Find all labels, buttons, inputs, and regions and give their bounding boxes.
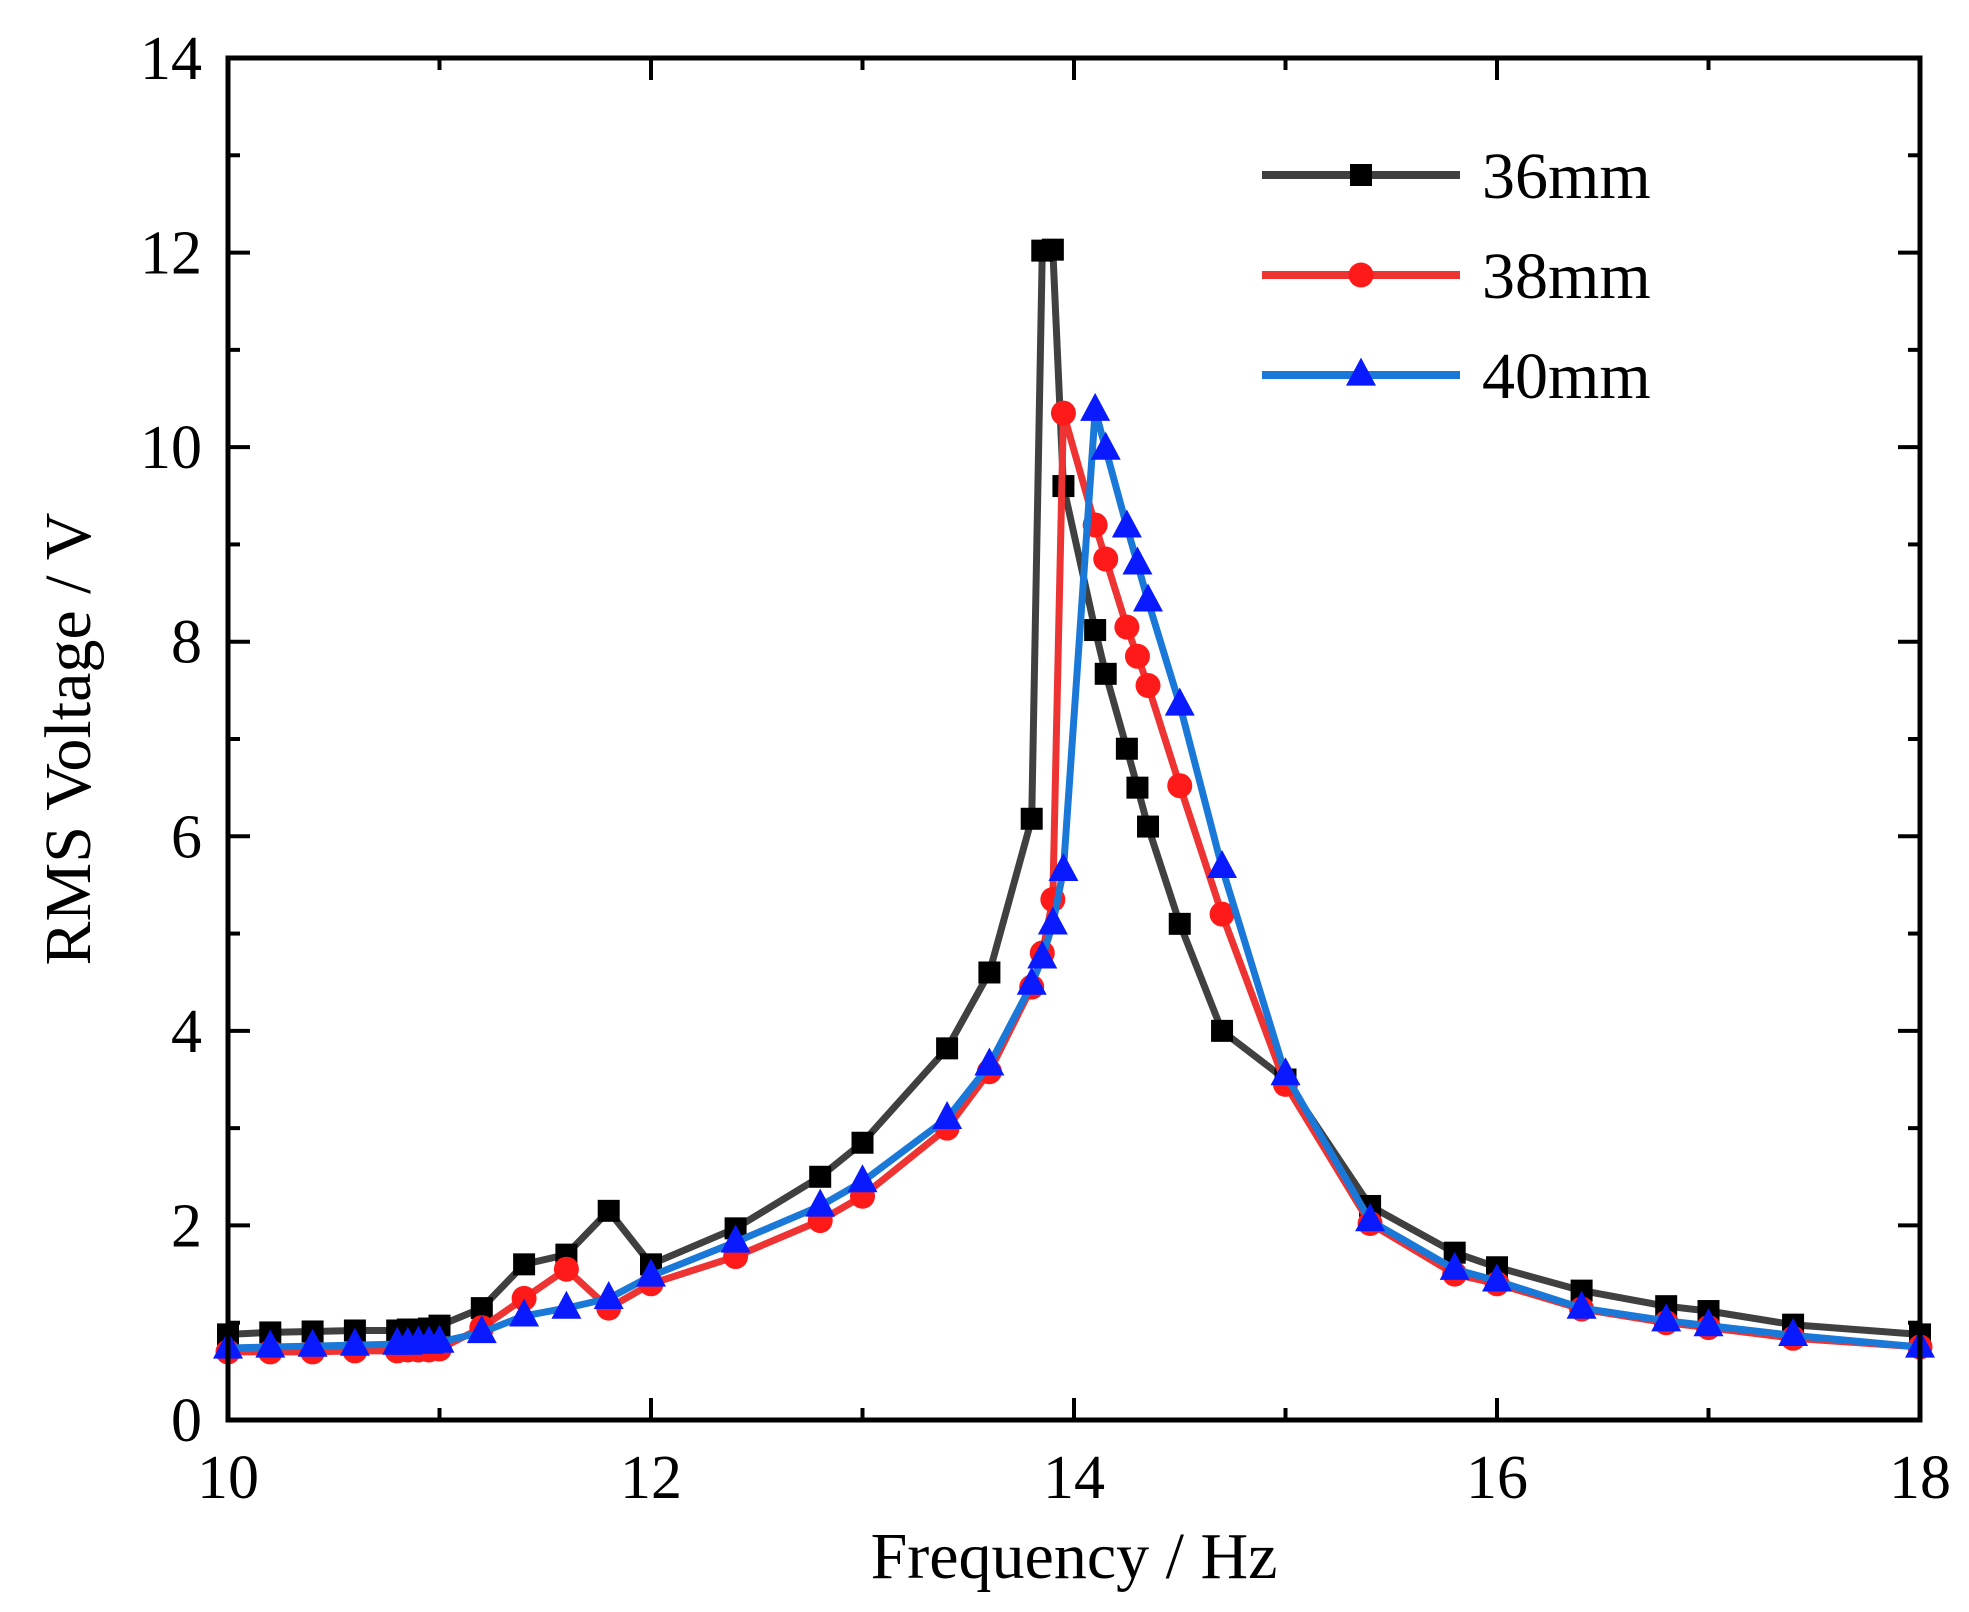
- data-point-40mm: [1270, 1057, 1301, 1086]
- data-point-40mm: [593, 1281, 624, 1310]
- data-point-40mm: [1164, 687, 1195, 716]
- data-point-40mm: [1482, 1263, 1512, 1292]
- data-point-40mm: [1133, 583, 1164, 612]
- data-point-40mm: [1080, 392, 1111, 421]
- data-point-40mm: [297, 1328, 328, 1357]
- legend: 36mm 38mm 40mm: [1262, 140, 1651, 413]
- data-point-40mm: [720, 1224, 751, 1253]
- data-point-40mm: [1122, 546, 1153, 575]
- data-point-40mm: [339, 1327, 370, 1356]
- legend-item-40mm: 40mm: [1262, 340, 1651, 413]
- data-point-36mm: [1126, 776, 1149, 799]
- data-point-36mm: [1115, 737, 1138, 760]
- legend-label: 40mm: [1482, 340, 1651, 413]
- data-point-40mm: [1207, 850, 1238, 879]
- data-point-40mm: [1693, 1308, 1724, 1337]
- data-point-40mm: [1355, 1203, 1386, 1232]
- data-point-38mm: [1135, 672, 1161, 698]
- legend-item-38mm: 38mm: [1262, 240, 1651, 313]
- data-point-38mm: [1124, 643, 1150, 669]
- data-point-36mm: [851, 1131, 874, 1154]
- data-point-38mm: [511, 1285, 537, 1311]
- data-point-40mm: [255, 1329, 286, 1358]
- data-point-36mm: [1168, 912, 1191, 935]
- x-axis-title: Frequency / Hz: [871, 1520, 1278, 1593]
- data-point-40mm: [1566, 1290, 1597, 1319]
- data-point-40mm: [1016, 966, 1047, 995]
- legend-item-36mm: 36mm: [1262, 140, 1651, 213]
- data-point-38mm: [553, 1256, 579, 1282]
- data-point-40mm: [466, 1315, 497, 1344]
- data-point-36mm: [1094, 662, 1117, 685]
- data-point-40mm: [1048, 852, 1079, 881]
- y-tick-label: 10: [140, 414, 202, 482]
- y-axis-title: RMS Voltage / V: [32, 513, 105, 966]
- y-tick-label: 0: [171, 1387, 202, 1455]
- y-tick-label: 12: [140, 220, 202, 288]
- data-point-38mm: [1167, 773, 1193, 799]
- legend-label: 38mm: [1482, 240, 1651, 313]
- data-point-40mm: [974, 1047, 1005, 1076]
- x-tick-label: 10: [197, 1444, 259, 1512]
- data-point-38mm: [1050, 400, 1076, 426]
- y-tick-label: 4: [171, 998, 202, 1066]
- data-point-38mm: [1093, 546, 1119, 572]
- data-point-36mm: [513, 1253, 536, 1276]
- data-point-40mm: [1037, 906, 1068, 935]
- data-point-36mm: [978, 961, 1001, 984]
- series-40mm: [213, 392, 1935, 1359]
- data-point-36mm: [597, 1199, 620, 1222]
- data-point-40mm: [424, 1324, 455, 1353]
- tick-layer: 10 12 14 16 18 0 2 4 6 8 10 12 14: [140, 25, 1951, 1512]
- data-point-40mm: [1027, 940, 1058, 969]
- data-point-36mm: [1041, 238, 1064, 261]
- data-point-40mm: [551, 1290, 582, 1319]
- data-point-38mm: [1209, 901, 1235, 927]
- legend-marker: [1350, 164, 1372, 186]
- data-point-36mm: [1570, 1279, 1593, 1302]
- y-tick-label: 14: [140, 25, 202, 93]
- y-tick-label: 6: [171, 803, 202, 871]
- legend-marker: [1346, 357, 1376, 386]
- data-point-36mm: [1137, 815, 1160, 838]
- x-tick-label: 14: [1043, 1444, 1105, 1512]
- data-point-40mm: [847, 1164, 878, 1193]
- data-point-40mm: [1439, 1251, 1470, 1280]
- data-point-36mm: [1084, 619, 1107, 642]
- x-tick-label: 18: [1889, 1444, 1951, 1512]
- data-point-40mm: [1111, 509, 1142, 538]
- x-tick-label: 12: [620, 1444, 682, 1512]
- y-tick-label: 2: [171, 1192, 202, 1260]
- x-tick-label: 16: [1466, 1444, 1528, 1512]
- data-point-40mm: [1651, 1303, 1682, 1332]
- data-point-40mm: [636, 1258, 666, 1287]
- data-point-40mm: [509, 1298, 540, 1327]
- data-point-40mm: [932, 1101, 963, 1130]
- data-point-40mm: [805, 1188, 836, 1217]
- data-point-36mm: [1020, 807, 1043, 830]
- data-point-36mm: [1211, 1019, 1234, 1042]
- data-point-40mm: [1778, 1318, 1809, 1347]
- data-point-36mm: [936, 1037, 959, 1060]
- data-point-36mm: [809, 1165, 832, 1188]
- data-point-40mm: [1090, 431, 1121, 460]
- series-layer: [213, 238, 1935, 1365]
- legend-marker: [1348, 262, 1374, 288]
- y-tick-label: 8: [171, 609, 202, 677]
- data-point-36mm: [470, 1297, 493, 1320]
- legend-label: 36mm: [1482, 140, 1651, 213]
- data-point-38mm: [1114, 614, 1140, 640]
